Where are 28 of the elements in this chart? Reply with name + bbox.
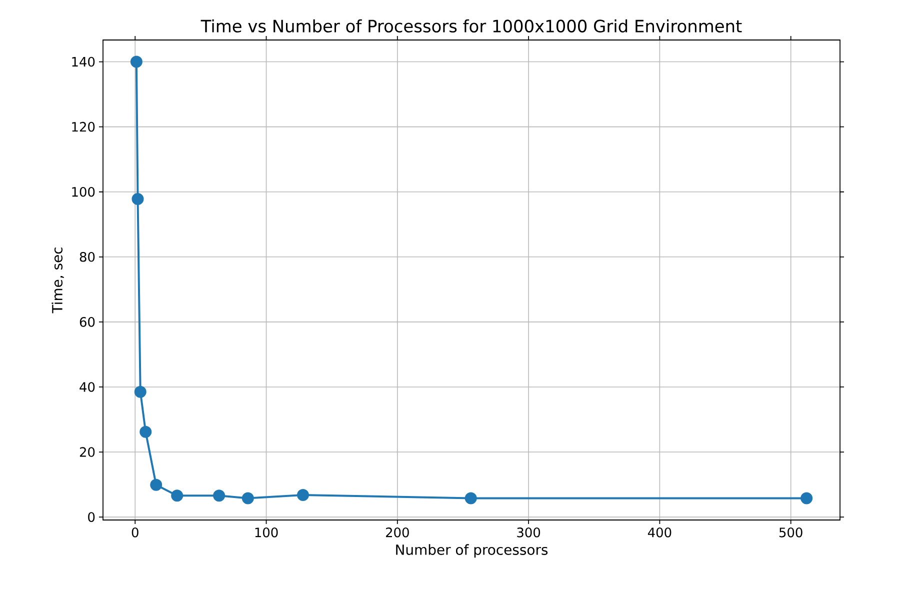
y-tick-label: 80	[80, 252, 95, 262]
x-tick-label: 400	[648, 528, 672, 538]
y-tick-label: 0	[88, 512, 95, 522]
point	[130, 56, 142, 68]
point	[296, 488, 309, 501]
point	[464, 492, 477, 504]
point	[800, 492, 813, 504]
x-axis-title: Number of processors	[396, 544, 548, 558]
x-tick-label: 0	[132, 528, 138, 538]
point	[242, 492, 254, 504]
y-tick-label: 40	[80, 382, 95, 392]
x-tick-label: 100	[255, 528, 278, 538]
point	[213, 490, 226, 502]
y-tick-label: 120	[72, 122, 95, 132]
x-tick-label: 200	[386, 528, 409, 538]
y-tick-label: 140	[72, 56, 95, 67]
y-tick-label: 100	[72, 186, 95, 197]
chart-title: Time vs Number of Processors for 1000x1000 Grid Environment	[200, 19, 742, 32]
point	[134, 386, 146, 398]
x-tick-label: 500	[779, 528, 802, 538]
y-axis-title: Time, sec	[52, 248, 64, 314]
point	[150, 478, 162, 491]
y-tick-label: 20	[80, 447, 95, 457]
point	[132, 193, 144, 206]
x-tick-label: 300	[517, 528, 540, 538]
point	[140, 426, 152, 438]
point	[171, 490, 184, 502]
y-tick-label: 60	[80, 317, 95, 327]
